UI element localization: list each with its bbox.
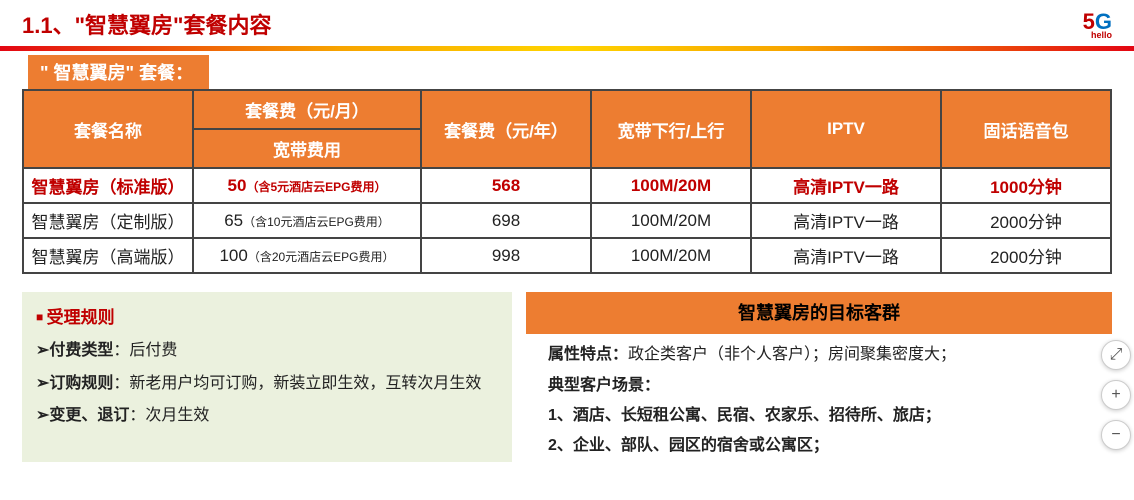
package-table: 套餐名称 套餐费（元/月） 套餐费（元/年） 宽带下行/上行 IPTV 固话语音…: [22, 89, 1112, 274]
fit-button[interactable]: ⤢: [1101, 340, 1131, 370]
table-cell: 100M/20M: [591, 203, 751, 238]
slide-title: 1.1、"智慧翼房"套餐内容: [22, 8, 271, 40]
table-cell: 高清IPTV一路: [751, 203, 941, 238]
table-cell: 698: [421, 203, 591, 238]
table-cell: 2000分钟: [941, 203, 1111, 238]
rule-pay-value: ：后付费: [113, 342, 177, 359]
target-scene-1: 1、酒店、长短租公寓、民宿、农家乐、招待所、旅店；: [548, 401, 1106, 431]
bullet-icon: ➢: [36, 375, 49, 392]
table-cell: 智慧翼房（定制版）: [23, 203, 193, 238]
rainbow-divider: [0, 46, 1134, 51]
target-attr-label: 属性特点：: [548, 346, 628, 363]
table-cell: 高清IPTV一路: [751, 168, 941, 203]
table-cell: 100（含20元酒店云EPG费用）: [193, 238, 421, 273]
target-scene-2: 2、企业、部队、园区的宿舍或公寓区；: [548, 431, 1106, 461]
th-fee-month-sub: 宽带费用: [193, 129, 421, 168]
th-name: 套餐名称: [23, 90, 193, 168]
table-cell: 智慧翼房（标准版）: [23, 168, 193, 203]
zoom-out-button[interactable]: −: [1101, 420, 1131, 450]
target-body: 属性特点：政企类客户（非个人客户）；房间聚集密度大； 典型客户场景： 1、酒店、…: [526, 340, 1112, 462]
logo-5g: 5G hello: [1083, 9, 1112, 40]
th-fee-year: 套餐费（元/年）: [421, 90, 591, 168]
table-cell: 568: [421, 168, 591, 203]
rule-order: ➢订购规则：新老用户均可订购，新装立即生效，互转次月生效: [36, 369, 498, 399]
rule-pay-label: 付费类型: [49, 342, 113, 359]
table-head: 套餐名称 套餐费（元/月） 套餐费（元/年） 宽带下行/上行 IPTV 固话语音…: [23, 90, 1111, 168]
th-voice: 固话语音包: [941, 90, 1111, 168]
th-fee-month-top: 套餐费（元/月）: [193, 90, 421, 129]
bullet-icon: ➢: [36, 407, 49, 424]
rule-pay: ➢付费类型：后付费: [36, 336, 498, 366]
table-cell: 100M/20M: [591, 168, 751, 203]
float-controls: ⤢ + −: [1101, 340, 1131, 450]
rule-change-label: 变更、退订: [49, 407, 129, 424]
table-cell: 高清IPTV一路: [751, 238, 941, 273]
rule-order-value: ：新老用户均可订购，新装立即生效，互转次月生效: [113, 375, 481, 392]
panels-row: 受理规则 ➢付费类型：后付费 ➢订购规则：新老用户均可订购，新装立即生效，互转次…: [0, 274, 1134, 462]
table-row: 智慧翼房（标准版）50（含5元酒店云EPG费用）568100M/20M高清IPT…: [23, 168, 1111, 203]
target-attr-value: 政企类客户（非个人客户）；房间聚集密度大；: [628, 346, 956, 363]
target-header: 智慧翼房的目标客群: [526, 292, 1112, 334]
rule-order-label: 订购规则: [49, 375, 113, 392]
rule-change-value: ：次月生效: [129, 407, 209, 424]
target-attr: 属性特点：政企类客户（非个人客户）；房间聚集密度大；: [548, 340, 1106, 370]
bullet-icon: ➢: [36, 342, 49, 359]
zoom-in-button[interactable]: +: [1101, 380, 1131, 410]
slide-header: 1.1、"智慧翼房"套餐内容 5G hello: [0, 0, 1134, 46]
rules-panel: 受理规则 ➢付费类型：后付费 ➢订购规则：新老用户均可订购，新装立即生效，互转次…: [22, 292, 512, 462]
table-cell: 智慧翼房（高端版）: [23, 238, 193, 273]
table-row: 智慧翼房（高端版）100（含20元酒店云EPG费用）998100M/20M高清I…: [23, 238, 1111, 273]
table-cell: 100M/20M: [591, 238, 751, 273]
table-body: 智慧翼房（标准版）50（含5元酒店云EPG费用）568100M/20M高清IPT…: [23, 168, 1111, 273]
target-scene-label: 典型客户场景：: [548, 371, 1106, 401]
section-badge: " 智慧翼房" 套餐：: [28, 55, 209, 89]
rule-change: ➢变更、退订：次月生效: [36, 401, 498, 431]
table-cell: 998: [421, 238, 591, 273]
table-cell: 50（含5元酒店云EPG费用）: [193, 168, 421, 203]
table-cell: 65（含10元酒店云EPG费用）: [193, 203, 421, 238]
table-cell: 1000分钟: [941, 168, 1111, 203]
rules-title: 受理规则: [36, 302, 498, 334]
th-bandwidth: 宽带下行/上行: [591, 90, 751, 168]
table-row: 智慧翼房（定制版）65（含10元酒店云EPG费用）698100M/20M高清IP…: [23, 203, 1111, 238]
target-panel: 智慧翼房的目标客群 属性特点：政企类客户（非个人客户）；房间聚集密度大； 典型客…: [526, 292, 1112, 462]
table-cell: 2000分钟: [941, 238, 1111, 273]
th-iptv: IPTV: [751, 90, 941, 168]
